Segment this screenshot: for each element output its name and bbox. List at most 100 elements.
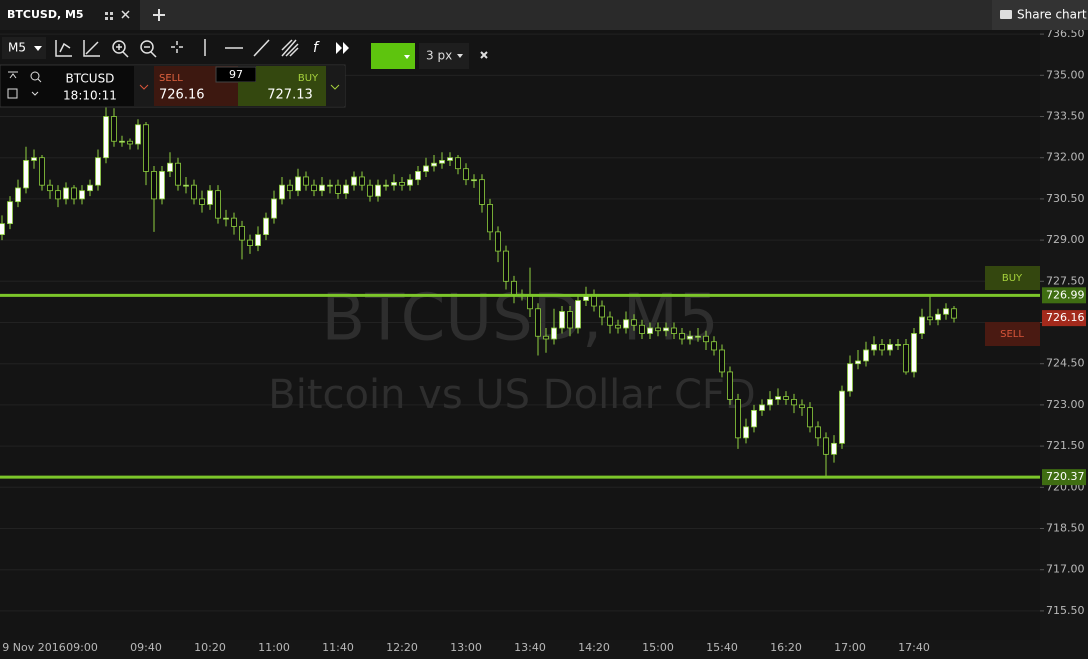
watermark-subtitle: Bitcoin vs US Dollar CFD bbox=[268, 372, 755, 418]
candle-body bbox=[647, 327, 653, 334]
panel-icon[interactable] bbox=[8, 71, 18, 79]
timeframe-button[interactable] bbox=[2, 37, 46, 59]
panel-dropdown[interactable] bbox=[31, 91, 39, 96]
candle-body bbox=[895, 344, 901, 346]
price-axis bbox=[1040, 30, 1088, 659]
candle-body bbox=[751, 409, 757, 428]
sell-tag-label: SELL bbox=[1000, 329, 1024, 340]
candle-body bbox=[479, 179, 485, 205]
candle-body bbox=[783, 396, 789, 400]
line-width: 3 px bbox=[426, 49, 452, 63]
more-tools[interactable] bbox=[336, 42, 349, 54]
price-tag bbox=[1042, 310, 1086, 327]
candle-body bbox=[247, 239, 253, 247]
y-tick-label: 732.00 bbox=[1046, 151, 1085, 164]
tool-icon[interactable] bbox=[55, 40, 72, 57]
sell-dropdown[interactable] bbox=[134, 66, 154, 106]
x-tick-label: 13:00 bbox=[450, 641, 482, 654]
buy-button[interactable] bbox=[238, 82, 326, 106]
search-icon[interactable] bbox=[30, 71, 40, 81]
candle-body bbox=[471, 179, 477, 182]
new-tab[interactable] bbox=[153, 9, 165, 21]
tab-bar bbox=[0, 0, 1088, 30]
y-tick-label: 735.00 bbox=[1046, 68, 1085, 81]
y-tick-label: 715.50 bbox=[1046, 604, 1085, 617]
buy-tag-label: BUY bbox=[1002, 273, 1023, 284]
candle-body bbox=[903, 344, 909, 373]
sell-label: SELL bbox=[159, 73, 183, 84]
tab-icons[interactable] bbox=[105, 10, 130, 20]
candle-body bbox=[143, 124, 149, 172]
candle-body bbox=[511, 280, 517, 296]
candle-body bbox=[759, 404, 765, 411]
function-icon[interactable]: f bbox=[313, 40, 320, 56]
candle-body bbox=[55, 190, 61, 200]
y-tick-label: 718.50 bbox=[1046, 521, 1085, 534]
candle-body bbox=[351, 176, 357, 186]
candle-body bbox=[215, 190, 221, 219]
x-tick-label: 10:20 bbox=[194, 641, 226, 654]
y-tick-label: 729.00 bbox=[1046, 233, 1085, 246]
candle-body bbox=[279, 184, 285, 200]
candle-body bbox=[175, 162, 181, 186]
candle-body bbox=[7, 201, 13, 225]
x-tick-label: 13:40 bbox=[514, 641, 546, 654]
candle-body bbox=[79, 190, 85, 200]
candle-body bbox=[567, 311, 573, 329]
zoom-in[interactable] bbox=[112, 40, 126, 54]
sell-price: 726.16 bbox=[159, 88, 205, 103]
candle-body bbox=[127, 140, 133, 145]
buy-dropdown[interactable] bbox=[326, 66, 345, 106]
candle-body bbox=[791, 399, 797, 406]
candle-body bbox=[551, 327, 557, 340]
x-tick-label: 09:00 bbox=[66, 641, 98, 654]
candle-body bbox=[911, 333, 917, 373]
candle-body bbox=[807, 407, 813, 428]
candle-body bbox=[151, 171, 157, 200]
candle-body bbox=[687, 335, 693, 340]
candle-body bbox=[799, 404, 805, 409]
tab[interactable] bbox=[0, 0, 140, 30]
candle-body bbox=[439, 160, 445, 164]
close-tool[interactable] bbox=[480, 51, 488, 59]
symbol: BTCUSD bbox=[66, 72, 115, 86]
level-tag bbox=[1042, 469, 1086, 486]
candle-body bbox=[871, 344, 877, 351]
price-tag-label: 726.16 bbox=[1046, 311, 1085, 324]
fib-tool[interactable] bbox=[281, 39, 299, 57]
zoom-out[interactable] bbox=[140, 40, 154, 54]
candle-body bbox=[615, 324, 621, 329]
candle-body bbox=[0, 223, 5, 236]
candle-body bbox=[71, 187, 77, 200]
candle-body bbox=[359, 176, 365, 186]
candle-body bbox=[159, 171, 165, 200]
buy-price: 727.13 bbox=[267, 88, 313, 103]
popout-icon[interactable] bbox=[7, 88, 18, 99]
candle-body bbox=[95, 157, 101, 186]
candle-body bbox=[391, 182, 397, 186]
time: 18:10:11 bbox=[63, 89, 117, 103]
candle-body bbox=[399, 182, 405, 186]
candle-body bbox=[847, 363, 853, 392]
candle-body bbox=[191, 184, 197, 200]
sell-tag[interactable] bbox=[985, 322, 1040, 346]
candle-body bbox=[207, 190, 213, 205]
y-tick-label: 721.50 bbox=[1046, 439, 1085, 452]
candle-body bbox=[455, 157, 461, 170]
buy-tag[interactable] bbox=[985, 266, 1040, 290]
candle-body bbox=[879, 344, 885, 351]
x-tick-label: 11:00 bbox=[258, 641, 290, 654]
candle-body bbox=[775, 396, 781, 400]
tool-icon[interactable] bbox=[83, 40, 100, 57]
x-tick-label: 12:20 bbox=[386, 641, 418, 654]
y-tick-label: 736.50 bbox=[1046, 27, 1085, 40]
camera-icon bbox=[1000, 10, 1012, 19]
candle-body bbox=[655, 327, 661, 332]
level-tag-label: 726.99 bbox=[1046, 288, 1085, 301]
level-tag-label: 720.37 bbox=[1046, 470, 1085, 483]
candle-body bbox=[335, 184, 341, 194]
trendline-tool[interactable] bbox=[253, 39, 270, 57]
candle-body bbox=[407, 179, 413, 186]
crosshair[interactable] bbox=[171, 41, 183, 53]
candle-body bbox=[815, 426, 821, 439]
